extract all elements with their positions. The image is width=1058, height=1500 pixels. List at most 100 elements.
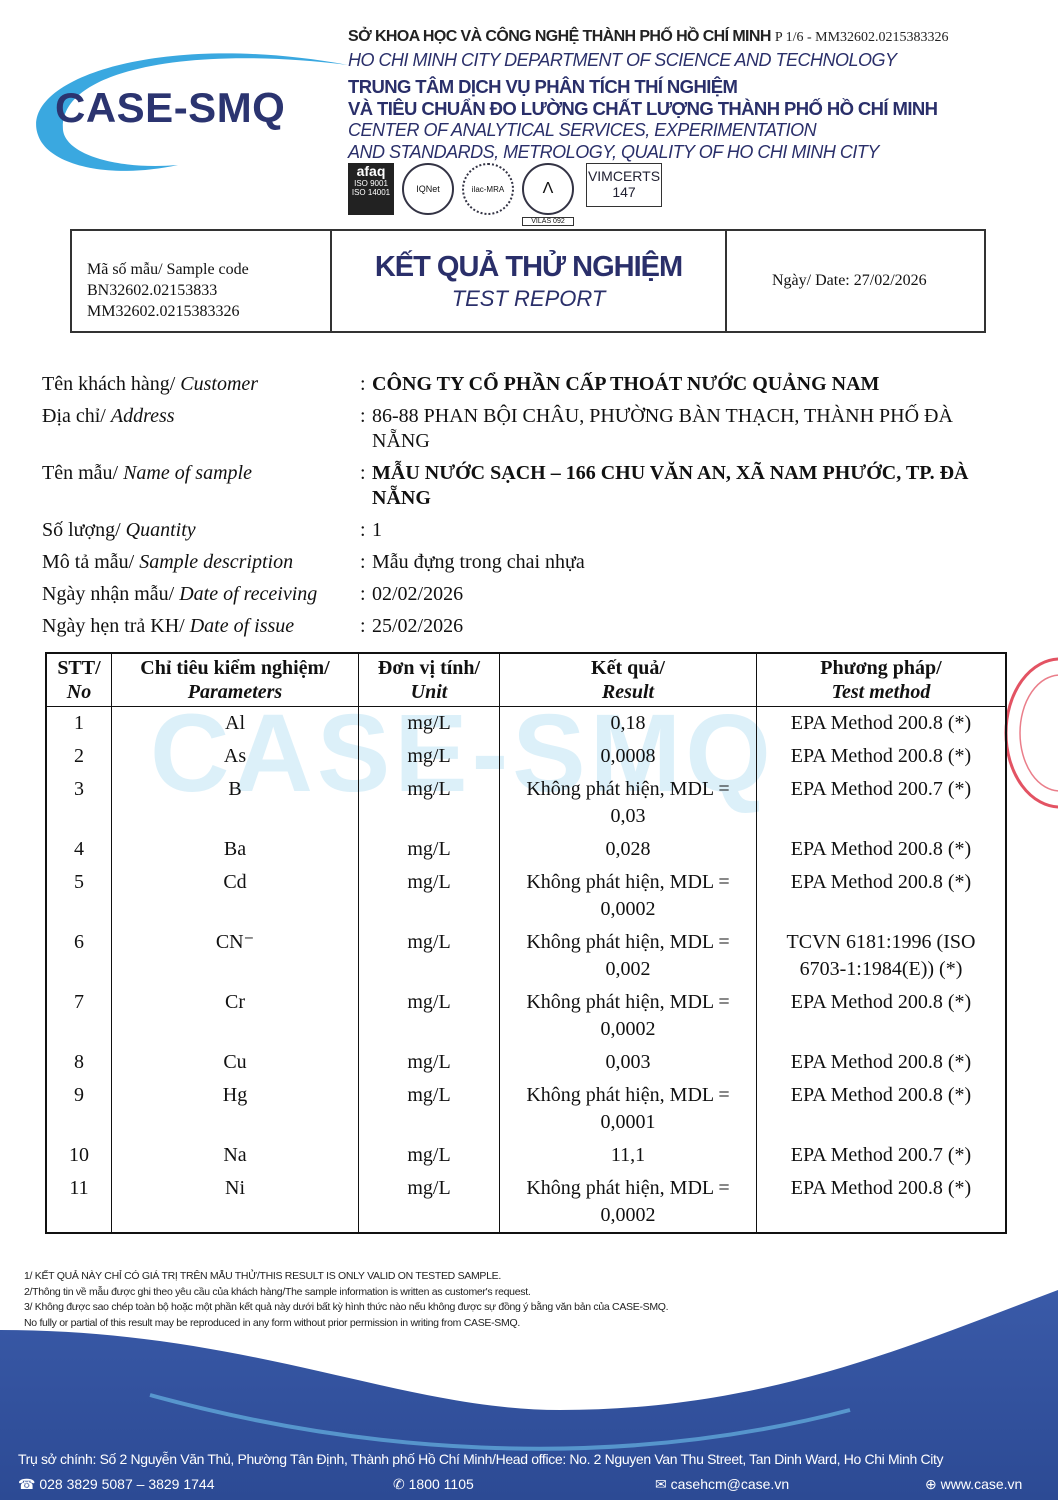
info-value: 1 [372,519,382,541]
page-reference: P 1/6 - MM32602.0215383326 [774,30,949,45]
info-row: Địa chỉ/ Address:86-88 PHAN BỘI CHÂU, PH… [42,404,1012,454]
column-header: Đơn vị tính/Unit [358,652,500,707]
phone-icon: ☎ [18,1476,40,1492]
info-label: Số lượng/ Quantity [42,519,196,541]
info-label: Tên mẫu/ Name of sample [42,462,252,484]
cell-method: EPA Method 200.8 (*) [756,866,1007,926]
table-row: 10 Na mg/L 11,1 EPA Method 200.7 (*) [45,1139,1007,1172]
cell-result: Không phát hiện, MDL = 0,03 [499,773,757,833]
cell-unit: mg/L [358,740,500,773]
cell-method: EPA Method 200.8 (*) [756,1079,1007,1139]
cell-unit: mg/L [358,1139,500,1172]
center-name-en-2: AND STANDARDS, METROLOGY, QUALITY OF HO … [348,142,879,162]
footnote: 3/ Không được sao chép toàn bộ hoặc một … [24,1301,669,1313]
afaq-logo: afaq ISO 9001 ISO 14001 [348,163,394,215]
department-vn-text: SỞ KHOA HỌC VÀ CÔNG NGHỆ THÀNH PHỐ HỒ CH… [348,28,771,45]
cell-unit: mg/L [358,926,500,986]
cell-param: Cr [111,986,359,1046]
cell-unit: mg/L [358,773,500,833]
cell-param: Ba [111,833,359,866]
cell-result: Không phát hiện, MDL = 0,0002 [499,986,757,1046]
website-link[interactable]: www.case.vn [940,1476,1023,1492]
table-row: 9 Hg mg/L Không phát hiện, MDL = 0,0001 EPA … [45,1079,1007,1139]
cell-result: 0,18 [499,706,757,740]
info-value: 02/02/2026 [372,583,464,605]
sample-code-label: Mã số mẫu/ Sample code [87,261,249,278]
info-value: 25/02/2026 [372,615,464,637]
cell-result: 11,1 [499,1139,757,1172]
report-date: Ngày/ Date: 27/02/2026 [772,272,927,289]
colon: : [360,519,366,541]
logo-text: CASE-SMQ [55,84,286,131]
colon: : [360,405,366,427]
cell-param: CN⁻ [111,926,359,986]
center-name-vn-2: VÀ TIÊU CHUẨN ĐO LƯỜNG CHẤT LƯỢNG THÀNH … [348,98,938,119]
info-row: Mô tả mẫu/ Sample description: Mẫu đựng t… [42,550,1012,575]
cell-method: EPA Method 200.8 (*) [756,1046,1007,1079]
column-header: Phương pháp/Test method [756,652,1007,707]
cell-no: 9 [45,1079,112,1139]
cell-result: Không phát hiện, MDL = 0,0001 [499,1079,757,1139]
footnote: No fully or partial of this result may b… [24,1316,520,1329]
info-row: Tên khách hàng/ Customer: CÔNG TY CỔ PHẦN… [42,372,1012,397]
center-name-en: CENTER OF ANALYTICAL SERVICES, EXPERIMEN… [348,119,879,163]
table-row: 1 Al mg/L 0,18 EPA Method 200.8 (*) [45,706,1007,740]
table-row: 4 Ba mg/L 0,028 EPA Method 200.8 (*) [45,833,1007,866]
center-name-vn: TRUNG TÂM DỊCH VỤ PHÂN TÍCH THÍ NGHIỆM VÀ… [348,76,938,120]
colon: : [360,583,366,605]
hotline-icon: ✆ [393,1476,409,1492]
cell-no: 8 [45,1046,112,1079]
center-name-vn-1: TRUNG TÂM DỊCH VỤ PHÂN TÍCH THÍ NGHIỆM [348,76,738,97]
cell-unit: mg/L [358,866,500,926]
table-row: 11 Ni mg/L Không phát hiện, MDL = 0,0002 EPA… [45,1172,1007,1233]
cell-method: EPA Method 200.8 (*) [756,706,1007,740]
center-name-en-1: CENTER OF ANALYTICAL SERVICES, EXPERIMEN… [348,120,817,140]
info-label: Ngày nhận mẫu/ Date of receiving [42,583,318,605]
ilac-mra-logo: ilac-MRA [462,163,514,215]
cell-unit: mg/L [358,986,500,1046]
red-stamp [1004,657,1058,809]
cell-result: 0,0008 [499,740,757,773]
info-row: Ngày nhận mẫu/ Date of receiving:02/02/2… [42,582,1012,607]
info-value: Mẫu đựng trong chai nhựa [372,551,585,573]
info-label: Ngày hẹn trả KH/ Date of issue [42,615,295,637]
colon: : [360,551,366,573]
cell-no: 10 [45,1139,112,1172]
info-label: Tên khách hàng/ Customer [42,373,259,395]
cell-result: 0,003 [499,1046,757,1079]
report-header-box: Mã số mẫu/ Sample code BN32602.02153833 … [70,229,986,333]
cell-result: Không phát hiện, MDL = 0,0002 [499,866,757,926]
cell-param: B [111,773,359,833]
table-row: 2 As mg/L 0,0008 EPA Method 200.8 (*) [45,740,1007,773]
cell-param: Al [111,706,359,740]
report-title-vn: KẾT QUẢ THỬ NGHIỆM [374,251,683,283]
sample-code-1: BN32602.02153833 [87,282,218,299]
email[interactable]: ✉ casehcm@case.vn [655,1476,789,1493]
cell-unit: mg/L [358,706,500,740]
cell-method: EPA Method 200.8 (*) [756,986,1007,1046]
table-row: 5 Cd mg/L Không phát hiện, MDL = 0,0002 EPA … [45,866,1007,926]
table-header-row: STT/No Chỉ tiêu kiểm nghiệm/Parameters Đơn… [45,652,1007,707]
cell-method: EPA Method 200.7 (*) [756,773,1007,833]
cell-param: Ni [111,1172,359,1233]
cell-result: Không phát hiện, MDL = 0,002 [499,926,757,986]
cell-no: 1 [45,706,112,740]
colon: : [360,615,366,637]
department-vn: SỞ KHOA HỌC VÀ CÔNG NGHỆ THÀNH PHỐ HỒ CH… [348,28,949,46]
department-en: HO CHI MINH CITY DEPARTMENT OF SCIENCE A… [348,50,897,70]
info-value: 86-88 PHAN BỘI CHÂU, PHƯỜNG BÀN THẠCH, T… [372,405,953,452]
footnote: 1/ KẾT QUẢ NÀY CHỈ CÓ GIÁ TRỊ TRÊN MẪU T… [24,1270,501,1282]
cell-param: Cu [111,1046,359,1079]
website[interactable]: ⊕ www.case.vn [925,1476,1022,1493]
info-row: Ngày hẹn trả KH/ Date of issue:25/02/202… [42,614,1012,639]
cell-result: 0,028 [499,833,757,866]
cell-no: 6 [45,926,112,986]
results-table: STT/No Chỉ tiêu kiểm nghiệm/Parameters Đơn… [45,652,1007,1234]
info-value: MẪU NƯỚC SẠCH – 166 CHU VĂN AN, XÃ NAM P… [372,462,969,509]
info-row: Tên mẫu/ Name of sample: MẪU NƯỚC SẠCH – … [42,461,1012,511]
table-row: 6 CN⁻ mg/L Không phát hiện, MDL = 0,002 TCVN… [45,926,1007,986]
cell-no: 7 [45,986,112,1046]
email-link[interactable]: casehcm@case.vn [670,1476,790,1492]
globe-icon: ⊕ [925,1476,941,1492]
